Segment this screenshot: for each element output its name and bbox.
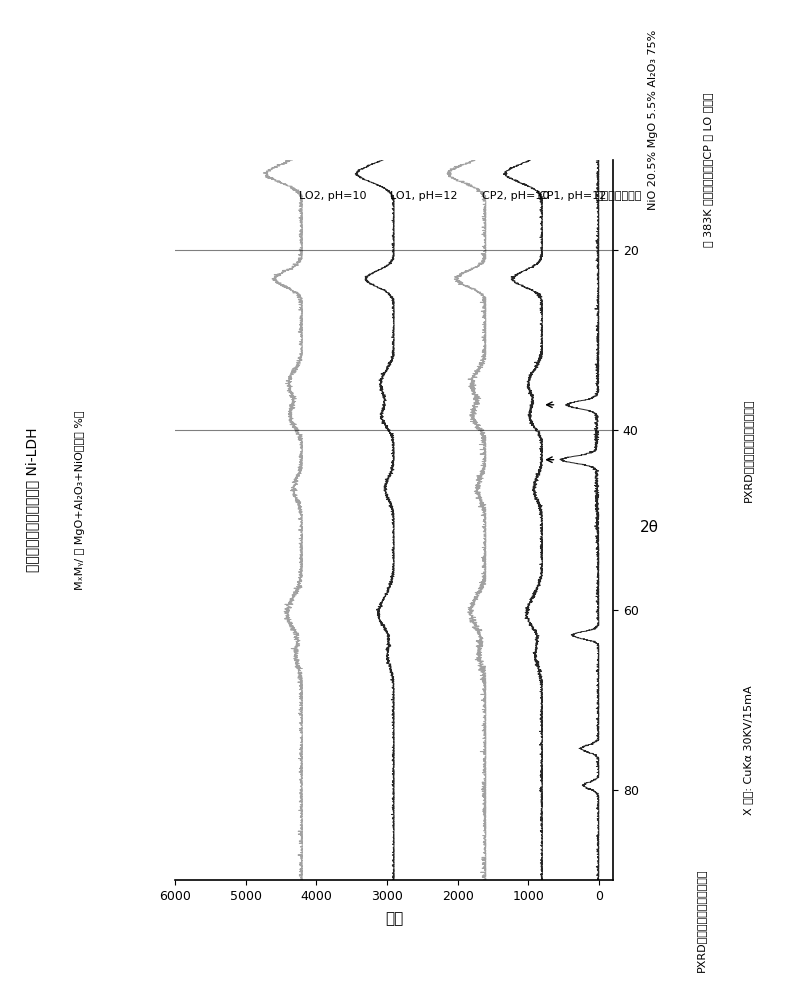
Text: PXRD（自制样品和市售样品）: PXRD（自制样品和市售样品） xyxy=(696,868,705,972)
Text: 市售催化剂样品: 市售催化剂样品 xyxy=(595,191,642,201)
X-axis label: 强度: 强度 xyxy=(385,911,403,926)
Text: 在 383K 下干燥（以上：CP 和 LO 样品）: 在 383K 下干燥（以上：CP 和 LO 样品） xyxy=(704,93,713,247)
Text: CP2, pH=10: CP2, pH=10 xyxy=(482,191,550,201)
Y-axis label: 2θ: 2θ xyxy=(640,520,659,535)
Text: X 射线: CuKα 30KV/15mA: X 射线: CuKα 30KV/15mA xyxy=(743,685,753,815)
Text: PXRD（自制样品和市售样品）: PXRD（自制样品和市售样品） xyxy=(743,398,753,502)
Text: NiO 20.5% MgO 5.5% Al₂O₃ 75%: NiO 20.5% MgO 5.5% Al₂O₃ 75% xyxy=(648,30,657,210)
Text: MₓMᵧ/ 总 MgO+Al₂O₃+NiO（重量 %）: MₓMᵧ/ 总 MgO+Al₂O₃+NiO（重量 %） xyxy=(75,410,84,590)
Text: LO2, pH=10: LO2, pH=10 xyxy=(298,191,366,201)
Text: LO1, pH=12: LO1, pH=12 xyxy=(391,191,458,201)
Text: 共沉淀技术和浸渍技术的 Ni-LDH: 共沉淀技术和浸渍技术的 Ni-LDH xyxy=(25,428,39,572)
Text: CP1, pH=12: CP1, pH=12 xyxy=(539,191,606,201)
